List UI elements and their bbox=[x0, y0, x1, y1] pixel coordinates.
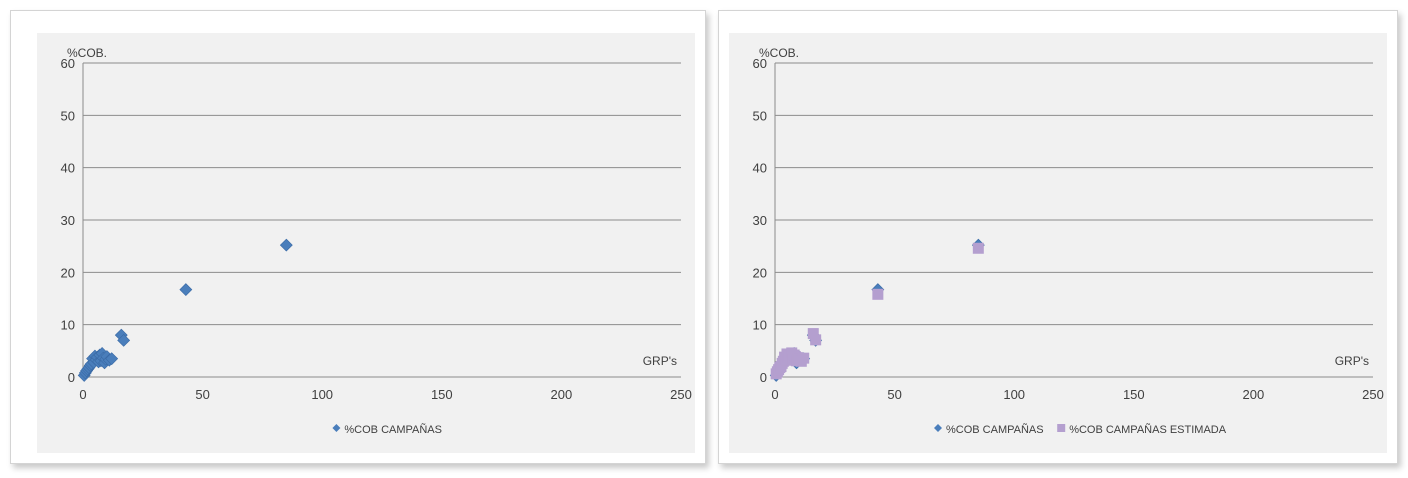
data-point bbox=[279, 238, 293, 252]
legend-marker-diamond bbox=[934, 424, 942, 432]
x-axis-title: GRP's bbox=[1335, 354, 1369, 368]
y-tick-label: 10 bbox=[753, 318, 767, 333]
data-point bbox=[179, 283, 193, 297]
y-axis-title: %COB. bbox=[67, 46, 107, 60]
series-2-points bbox=[770, 242, 984, 380]
x-tick-label: 200 bbox=[551, 387, 573, 402]
plot-area-right: 0 10 20 30 40 50 60 0 50 100 150 200 250 %COB. GRP's %C… bbox=[729, 33, 1387, 453]
legend-marker-diamond bbox=[332, 424, 341, 432]
y-axis-title: %COB. bbox=[759, 46, 799, 60]
plot-area-left: 0 10 20 30 40 50 60 0 50 100 150 200 250 %COB. GRP's %C… bbox=[37, 33, 695, 453]
y-tick-label: 60 bbox=[753, 56, 767, 71]
y-tick-label: 40 bbox=[753, 161, 767, 176]
x-tick-label: 0 bbox=[771, 387, 778, 402]
x-axis-title: GRP's bbox=[643, 354, 677, 368]
y-tick-label: 30 bbox=[753, 213, 767, 228]
y-tick-label: 20 bbox=[61, 265, 75, 280]
x-tick-label: 100 bbox=[1003, 387, 1025, 402]
data-point bbox=[807, 328, 819, 340]
data-point bbox=[117, 333, 131, 347]
x-tick-label: 200 bbox=[1243, 387, 1265, 402]
series-1-points bbox=[77, 238, 293, 382]
y-tick-label: 50 bbox=[753, 108, 767, 123]
x-tick-label: 250 bbox=[670, 387, 692, 402]
y-tick-label: 30 bbox=[61, 213, 75, 228]
x-tick-label: 150 bbox=[1123, 387, 1145, 402]
legend-marker-square bbox=[1057, 424, 1066, 432]
data-point bbox=[105, 352, 119, 366]
y-tick-label: 40 bbox=[61, 161, 75, 176]
chart-panel-left: 0 10 20 30 40 50 60 0 50 100 150 200 250 %COB. GRP's %C… bbox=[10, 10, 706, 464]
x-tick-label: 50 bbox=[887, 387, 901, 402]
data-point bbox=[872, 288, 884, 300]
chart-panel-right: 0 10 20 30 40 50 60 0 50 100 150 200 250 %COB. GRP's %C… bbox=[718, 10, 1398, 464]
legend-label: %COB CAMPAÑAS bbox=[344, 423, 442, 436]
x-tick-label: 100 bbox=[311, 387, 333, 402]
y-tick-label: 60 bbox=[61, 56, 75, 71]
data-point bbox=[810, 334, 822, 346]
x-tick-label: 150 bbox=[431, 387, 453, 402]
scatter-chart-left: 0 10 20 30 40 50 60 0 50 100 150 200 250 %COB. GRP's %C… bbox=[61, 46, 692, 436]
legend-label: %COB CAMPAÑAS ESTIMADA bbox=[1069, 423, 1227, 436]
y-tick-label: 50 bbox=[61, 108, 75, 123]
chart-legend: %COB CAMPAÑAS %COB CAMPAÑAS ESTIMADA bbox=[934, 423, 1227, 436]
x-tick-label: 250 bbox=[1362, 387, 1384, 402]
scatter-chart-right: 0 10 20 30 40 50 60 0 50 100 150 200 250 %COB. GRP's %C… bbox=[753, 46, 1384, 436]
data-point bbox=[798, 352, 810, 364]
data-point bbox=[972, 242, 984, 254]
y-tick-label: 10 bbox=[61, 318, 75, 333]
x-tick-label: 50 bbox=[195, 387, 209, 402]
chart-legend: %COB CAMPAÑAS bbox=[332, 423, 442, 436]
legend-label: %COB CAMPAÑAS bbox=[946, 423, 1044, 436]
y-tick-label: 20 bbox=[753, 265, 767, 280]
y-tick-label: 0 bbox=[760, 370, 767, 385]
x-tick-label: 0 bbox=[79, 387, 86, 402]
y-tick-label: 0 bbox=[68, 370, 75, 385]
